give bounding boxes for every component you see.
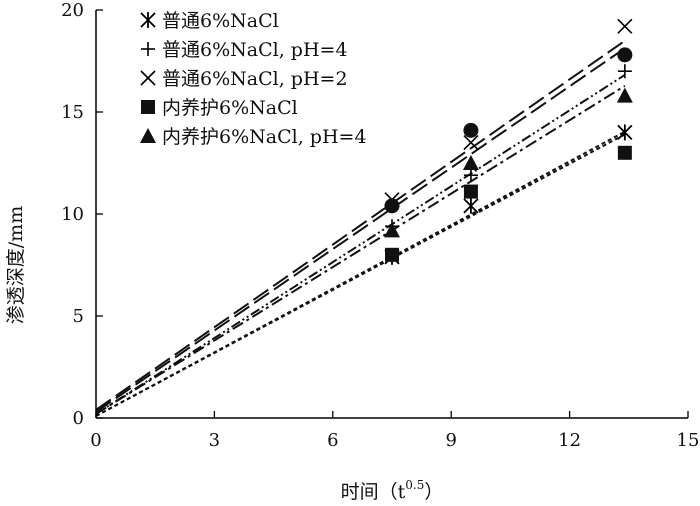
y-tick-label: 15 <box>61 102 84 123</box>
data-point-plus <box>617 64 632 79</box>
legend-label: 内养护6%NaCl <box>162 97 298 119</box>
square-shape <box>617 145 632 160</box>
y-tick-label: 0 <box>73 408 84 429</box>
x-tick-label: 3 <box>209 430 220 451</box>
legend-label: 普通6%NaCl <box>162 10 279 32</box>
triangle-shape <box>462 155 479 170</box>
y-axis-title: 渗透深度/mm <box>5 206 27 324</box>
square-shape <box>141 100 155 114</box>
y-tick-label: 20 <box>61 0 84 21</box>
x-axis-title-exponent: 0.5 <box>405 478 424 492</box>
fit-lines <box>95 39 626 417</box>
legend-marker-triangle <box>140 128 156 143</box>
x-stroke <box>140 70 156 86</box>
data-point-x <box>463 135 479 151</box>
axes: 0 3 6 9 12 15 0 5 10 15 20 <box>61 0 699 451</box>
data-point-asterisk <box>463 197 479 214</box>
legend-label: 内养护6%NaCl, pH=4 <box>162 126 367 148</box>
data-point-square <box>385 247 399 262</box>
x-tick-label: 12 <box>558 430 581 451</box>
fit-line-asterisk <box>95 130 626 417</box>
x-tick-label: 9 <box>445 430 456 451</box>
triangle-shape <box>616 87 633 103</box>
legend-marker-square <box>141 100 155 114</box>
x-stroke <box>463 135 479 151</box>
fit-line-x <box>95 39 626 411</box>
x-axis-title-main: 时间（t <box>341 481 406 503</box>
x-tick-label: 6 <box>327 430 338 451</box>
legend-marker-asterisk <box>140 12 156 28</box>
x-stroke <box>617 18 633 34</box>
data-point-circle <box>617 47 633 63</box>
legend-marker-plus <box>141 42 155 56</box>
fit-line-circle <box>95 47 626 413</box>
data-point-triangle <box>616 87 633 103</box>
x-tick-label: 0 <box>90 430 101 451</box>
legend-label: 普通6%NaCl, pH=2 <box>162 68 348 90</box>
circle-shape <box>617 47 633 63</box>
legend-label: 普通6%NaCl, pH=4 <box>162 39 348 61</box>
circle-shape <box>384 198 400 214</box>
data-point-circle <box>463 122 479 138</box>
data-point-x <box>617 18 633 34</box>
y-tick-label: 10 <box>61 204 84 225</box>
data-point-triangle <box>462 155 479 170</box>
triangle-shape <box>384 222 400 238</box>
data-point-square <box>463 184 478 199</box>
fit-line-triangle <box>95 85 626 415</box>
data-point-plus <box>463 168 478 183</box>
data-point-triangle <box>384 222 400 238</box>
square-shape <box>463 184 478 199</box>
data-point-square <box>617 145 632 160</box>
fit-line-square <box>95 133 626 417</box>
x-tick-label: 15 <box>677 430 700 451</box>
legend-marker-x <box>140 70 156 86</box>
triangle-shape <box>140 128 156 143</box>
square-shape <box>385 247 399 262</box>
x-axis-title: 时间（t0.5） <box>341 478 444 503</box>
y-tick-label: 5 <box>73 306 84 327</box>
legend: 普通6%NaCl 普通6%NaCl, pH=4 普通6%NaCl, pH=2 内养护6… <box>140 10 367 148</box>
data-markers <box>384 18 633 265</box>
data-point-circle <box>384 198 400 214</box>
data-point-asterisk <box>617 124 633 141</box>
x-axis-title-close: ） <box>424 481 443 503</box>
circle-shape <box>463 122 479 138</box>
